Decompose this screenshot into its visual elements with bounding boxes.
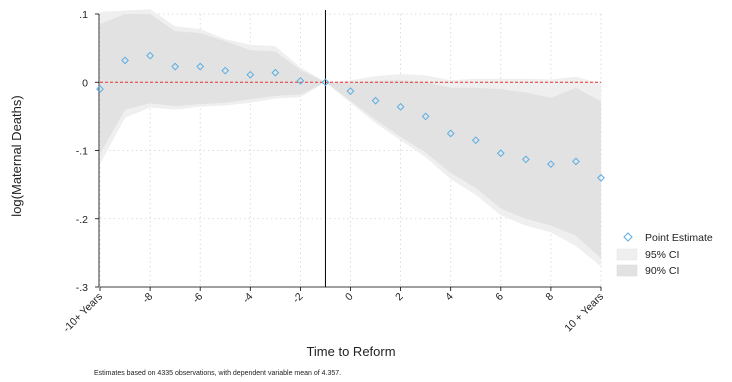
- point-estimate-marker: [371, 96, 380, 105]
- x-tick-label: 4: [443, 291, 456, 304]
- point-estimate-marker: [446, 129, 455, 138]
- x-tick-label: 8: [543, 291, 556, 304]
- point-estimate-marker: [296, 76, 305, 85]
- x-tick-label: 6: [493, 291, 506, 304]
- point-estimate-marker: [196, 62, 205, 71]
- legend: Point Estimate 95% CI 90% CI: [616, 232, 713, 277]
- legend-label-ci95: 95% CI: [645, 249, 679, 261]
- footnote: Estimates based on 4335 observations, wi…: [94, 370, 341, 377]
- point-estimate-marker: [271, 68, 280, 77]
- point-estimate-marker: [421, 112, 430, 121]
- y-tick-label: -.2: [76, 214, 88, 226]
- point-estimate-marker: [246, 70, 255, 79]
- legend-label-point-estimate: Point Estimate: [645, 232, 713, 244]
- x-tick-label: 2: [393, 291, 406, 304]
- y-axis-label: log(Maternal Deaths): [9, 95, 24, 216]
- x-axis-label: Time to Reform: [306, 344, 395, 359]
- ci90-band: [100, 14, 601, 259]
- point-estimate-marker: [546, 160, 555, 169]
- reference-lines: [100, 10, 601, 287]
- x-tick-label: 10 + Years: [562, 291, 606, 335]
- legend-swatch-ci90: [616, 264, 638, 277]
- x-tick-label: -4: [240, 291, 255, 306]
- point-estimate-marker: [471, 136, 480, 145]
- y-tick-label: 0: [82, 77, 88, 89]
- x-tick-label: -2: [290, 291, 305, 306]
- point-estimate-marker: [171, 62, 180, 71]
- point-estimate-marker: [597, 173, 605, 182]
- x-tick-label: -8: [140, 291, 155, 306]
- point-estimate-marker: [321, 78, 330, 87]
- point-estimate-marker: [121, 56, 129, 65]
- point-estimate-marker: [521, 155, 530, 164]
- legend-label-ci90: 90% CI: [645, 265, 679, 277]
- y-tick-label: -.3: [76, 282, 88, 294]
- confidence-bands: [100, 9, 601, 267]
- point-estimate-marker: [572, 157, 580, 166]
- point-estimate-marker: [221, 66, 230, 75]
- x-tick-label: -10+ Years: [61, 291, 105, 335]
- y-tick-label: .1: [79, 9, 88, 21]
- point-estimate-marker: [346, 87, 355, 96]
- point-estimate-marker: [146, 51, 155, 60]
- point-estimates: [96, 51, 605, 182]
- legend-point-marker: [623, 232, 633, 242]
- y-tick-label: -.1: [76, 146, 88, 158]
- x-tick-label: 0: [343, 291, 356, 304]
- point-estimate-marker: [96, 85, 104, 93]
- legend-swatch-ci95: [616, 248, 638, 261]
- x-tick-label: -6: [190, 291, 205, 306]
- point-estimate-marker: [496, 149, 505, 158]
- point-estimate-marker: [396, 102, 405, 111]
